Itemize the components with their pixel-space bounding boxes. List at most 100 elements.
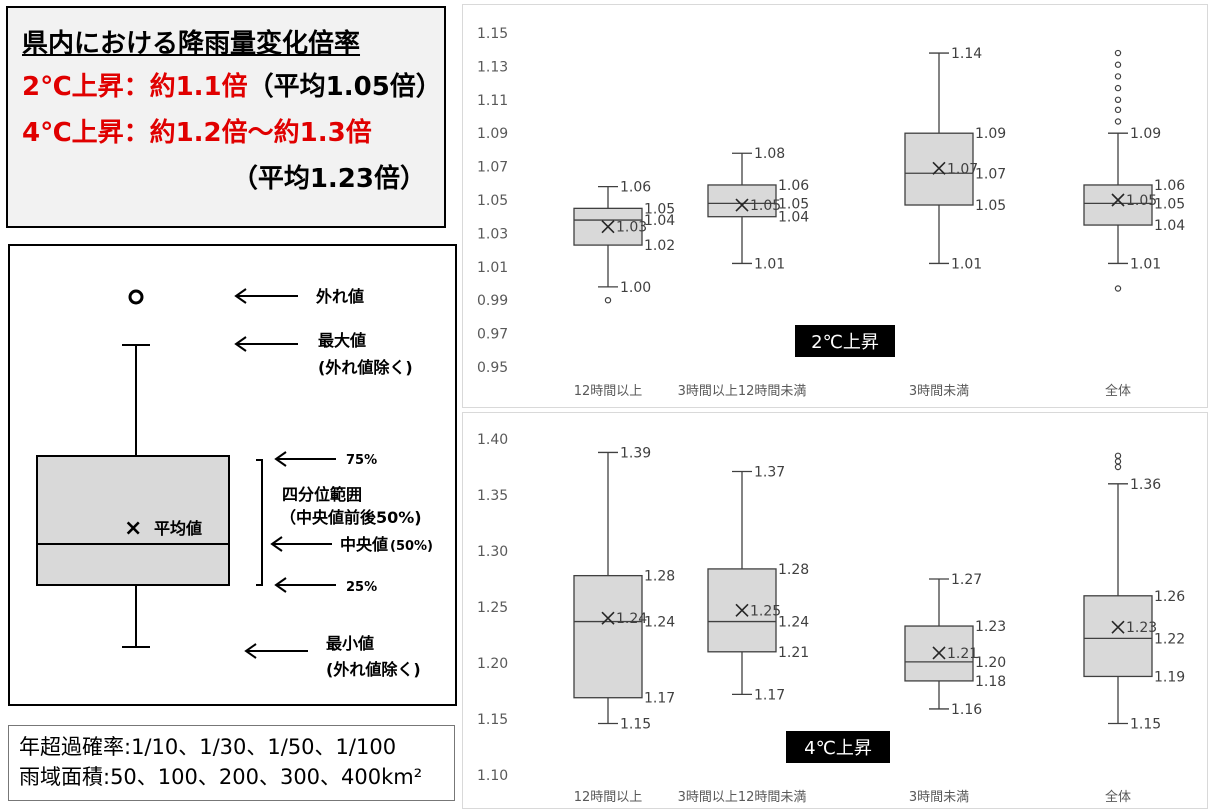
legend-box (36, 455, 230, 586)
y-tick-label: 1.35 (477, 488, 508, 504)
mean-marker (601, 220, 615, 234)
boxplot-legend: × 平均値 外れ値 最大値 (外れ値除く) 75% 四分位範囲 （中央値前後50… (8, 244, 457, 706)
scenario-badge-label: 4℃上昇 (804, 738, 872, 759)
y-tick-label: 0.95 (477, 360, 508, 376)
q1-value-label: 1.21 (778, 645, 809, 661)
x-category-label: 3時間以上12時間未満 (678, 384, 807, 399)
median-value-label: 1.24 (778, 615, 809, 631)
mean-value-label: 1.03 (616, 220, 647, 236)
summary-4c-value: 約1.2倍～約1.3倍 (149, 118, 372, 148)
min-value-label: 1.01 (951, 256, 982, 272)
median-value-label: 1.05 (1154, 196, 1185, 212)
summary-4c-line: 4℃上昇：約1.2倍～約1.3倍 (22, 110, 430, 156)
legend-iqr-bracket (256, 459, 263, 586)
mean-value-label: 1.24 (616, 611, 647, 627)
y-tick-label: 1.05 (477, 193, 508, 209)
median-value-label: 1.05 (778, 196, 809, 212)
min-value-label: 1.17 (754, 687, 785, 703)
median-value-label: 1.07 (975, 166, 1006, 182)
q3-value-label: 1.28 (778, 562, 809, 578)
max-value-label: 1.09 (1130, 126, 1161, 142)
q3-value-label: 1.09 (975, 126, 1006, 142)
legend-min-label: 最小値 (326, 634, 374, 653)
legend-median-label: 中央値 (340, 535, 388, 554)
outlier-point (1114, 463, 1122, 471)
legend-q75-label: 75% (346, 453, 377, 468)
y-tick-label: 1.15 (477, 26, 508, 42)
y-tick-label: 1.40 (477, 432, 508, 448)
legend-outlier-marker (128, 289, 144, 305)
summary-panel: 県内における降雨量変化倍率 2℃上昇：約1.1倍（平均1.05倍） 4℃上昇：約… (6, 6, 446, 228)
x-category-label: 12時間以上 (574, 384, 643, 399)
iqr-box (1083, 595, 1153, 678)
x-category-label: 3時間未満 (909, 790, 969, 805)
max-value-label: 1.37 (754, 464, 785, 480)
iqr-box (573, 574, 643, 699)
iqr-box (707, 568, 777, 653)
scenario-badge-label: 2℃上昇 (811, 332, 879, 353)
min-value-label: 1.15 (620, 716, 651, 732)
q1-value-label: 1.05 (975, 198, 1006, 214)
q3-value-label: 1.26 (1154, 589, 1185, 605)
summary-title: 県内における降雨量変化倍率 (22, 29, 361, 59)
summary-2c-avg: （平均1.05倍） (247, 72, 442, 102)
iqr-box (707, 184, 777, 218)
legend-mean-marker: × (124, 516, 142, 541)
q3-value-label: 1.06 (778, 178, 809, 194)
conditions-note: 年超過確率:1/10、1/30、1/50、1/100 雨域面積:50、100、2… (8, 725, 455, 801)
legend-max-note: (外れ値除く) (318, 358, 413, 377)
conditions-area: 雨域面積:50、100、200、300、400km² (19, 765, 423, 789)
outlier-point (604, 297, 612, 304)
outlier-point (1114, 118, 1122, 125)
summary-2c-value: 約1.1倍 (149, 72, 248, 102)
outlier-point (1114, 49, 1122, 57)
outlier-point (1114, 61, 1122, 68)
mean-marker (932, 646, 946, 660)
y-tick-label: 1.25 (477, 600, 508, 616)
q1-value-label: 1.19 (1154, 669, 1185, 685)
legend-iqr-note: （中央値前後50%) (280, 508, 422, 527)
legend-diagram: × 平均値 外れ値 最大値 (外れ値除く) 75% 四分位範囲 （中央値前後50… (36, 287, 433, 679)
summary-2c-label: 2℃上昇： (22, 72, 150, 102)
outlier-point (1114, 96, 1122, 104)
mean-marker (735, 603, 749, 617)
summary-4c-avg: （平均1.23倍） (231, 164, 426, 194)
mean-marker (932, 161, 946, 175)
q3-value-label: 1.28 (644, 569, 675, 585)
y-tick-label: 1.15 (477, 712, 508, 728)
legend-median-pct: (50%) (390, 539, 433, 554)
min-value-label: 1.01 (754, 256, 785, 272)
mean-marker (601, 611, 615, 625)
mean-value-label: 1.07 (947, 161, 978, 177)
x-category-label: 12時間以上 (574, 790, 643, 805)
outlier-point (1114, 285, 1122, 292)
y-tick-label: 1.20 (477, 656, 508, 672)
x-category-label: 全体 (1105, 789, 1131, 805)
y-tick-label: 1.03 (477, 226, 508, 242)
legend-min-note: (外れ値除く) (326, 660, 421, 679)
x-category-label: 全体 (1105, 383, 1131, 399)
legend-mean-label: 平均値 (154, 519, 202, 538)
mean-value-label: 1.05 (1126, 193, 1157, 209)
x-category-label: 3時間以上12時間未満 (678, 790, 807, 805)
y-tick-label: 1.10 (477, 768, 508, 784)
mean-marker (735, 198, 749, 212)
legend-outlier-label: 外れ値 (315, 287, 364, 306)
y-tick-label: 1.13 (477, 59, 508, 75)
median-value-label: 1.22 (1154, 631, 1185, 647)
outlier-point (1114, 452, 1122, 460)
mean-marker (1111, 193, 1125, 207)
median-value-label: 1.20 (975, 655, 1006, 671)
legend-iqr-label: 四分位範囲 (282, 485, 362, 504)
summary-4c-label: 4℃上昇： (22, 118, 150, 148)
summary-2c-line: 2℃上昇：約1.1倍（平均1.05倍） (22, 64, 442, 110)
y-tick-label: 1.09 (477, 126, 508, 142)
outlier-point (1114, 106, 1122, 114)
mean-value-label: 1.05 (750, 198, 781, 214)
y-tick-label: 1.01 (477, 260, 508, 276)
legend-arrows (234, 288, 336, 659)
mean-marker (1111, 620, 1125, 634)
q3-value-label: 1.06 (1154, 178, 1185, 194)
mean-value-label: 1.23 (1126, 620, 1157, 636)
boxplot-chart-4c: 1.40 1.35 1.30 1.25 1.20 1.15 1.10 12時間以上 3時間以上1… (462, 412, 1208, 809)
